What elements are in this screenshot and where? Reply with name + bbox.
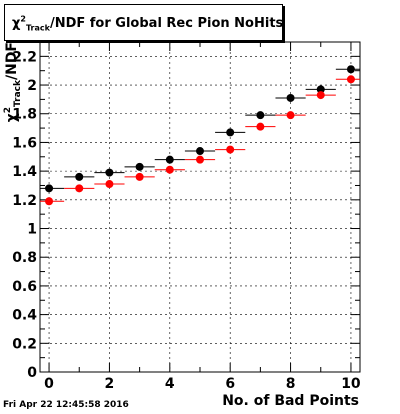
data-point-series-2 bbox=[346, 75, 355, 84]
data-point-series-2 bbox=[286, 111, 295, 120]
data-point-series-1 bbox=[316, 85, 325, 94]
timestamp: Fri Apr 22 12:45:58 2016 bbox=[3, 400, 129, 410]
plot-frame bbox=[39, 41, 361, 373]
y-tick-label: 0.6 bbox=[12, 279, 37, 295]
y-tick-label: 1.2 bbox=[12, 193, 37, 209]
y-tick-label: 1.6 bbox=[12, 135, 37, 151]
y-tick-label: 0 bbox=[27, 365, 37, 381]
chart-title: χ2Track/NDF for Global Rec Pion NoHits bbox=[12, 14, 284, 33]
x-tick-label: 0 bbox=[44, 376, 54, 392]
y-axis-title: χ2Track/NDF bbox=[3, 42, 23, 122]
data-point-series-2 bbox=[256, 122, 265, 131]
data-point-series-1 bbox=[45, 184, 54, 193]
data-point-series-2 bbox=[45, 197, 54, 206]
data-point-series-1 bbox=[226, 128, 235, 137]
y-tick-label: 0.2 bbox=[12, 336, 37, 352]
y-tick-labels: 0 0.2 0.4 0.6 0.8 1 1.2 1.4 1.6 1.8 2 2.2 bbox=[12, 49, 37, 381]
data-point-series-2 bbox=[226, 145, 235, 154]
data-point-series-2 bbox=[135, 172, 144, 181]
y-tick-label: 1.4 bbox=[12, 164, 37, 180]
data-point-series-2 bbox=[75, 184, 84, 193]
data-point-series-1 bbox=[165, 155, 174, 164]
x-tick-labels: 0 2 4 6 8 10 bbox=[44, 376, 361, 392]
y-tick-label: 0.4 bbox=[12, 308, 37, 324]
data-point-series-2 bbox=[165, 165, 174, 174]
grid bbox=[40, 42, 360, 373]
axis-ticks bbox=[40, 42, 360, 373]
data-point-series-1 bbox=[346, 65, 355, 74]
x-tick-label: 6 bbox=[225, 376, 235, 392]
data-point-series-1 bbox=[256, 111, 265, 120]
data-point-series-2 bbox=[196, 155, 204, 164]
x-tick-label: 4 bbox=[165, 376, 175, 392]
title-box: χ2Track/NDF for Global Rec Pion NoHits bbox=[4, 4, 283, 41]
data-point-series-1 bbox=[286, 93, 295, 102]
data-points bbox=[40, 65, 360, 206]
y-tick-label: 2.2 bbox=[12, 49, 37, 65]
x-tick-label: 10 bbox=[341, 376, 361, 392]
data-point-series-1 bbox=[105, 168, 114, 177]
y-tick-label: 0.8 bbox=[12, 250, 37, 266]
y-tick-label: 2 bbox=[27, 78, 37, 94]
x-axis-title: No. of Bad Points bbox=[222, 393, 359, 409]
y-tick-label: 1.8 bbox=[12, 107, 37, 123]
y-tick-label: 1 bbox=[27, 222, 37, 238]
data-point-series-1 bbox=[196, 147, 204, 156]
data-point-series-2 bbox=[105, 180, 114, 189]
data-point-series-2 bbox=[316, 91, 325, 100]
x-tick-label: 8 bbox=[286, 376, 296, 392]
x-tick-label: 2 bbox=[105, 376, 115, 392]
data-point-series-1 bbox=[75, 172, 84, 181]
data-point-series-1 bbox=[135, 162, 144, 171]
